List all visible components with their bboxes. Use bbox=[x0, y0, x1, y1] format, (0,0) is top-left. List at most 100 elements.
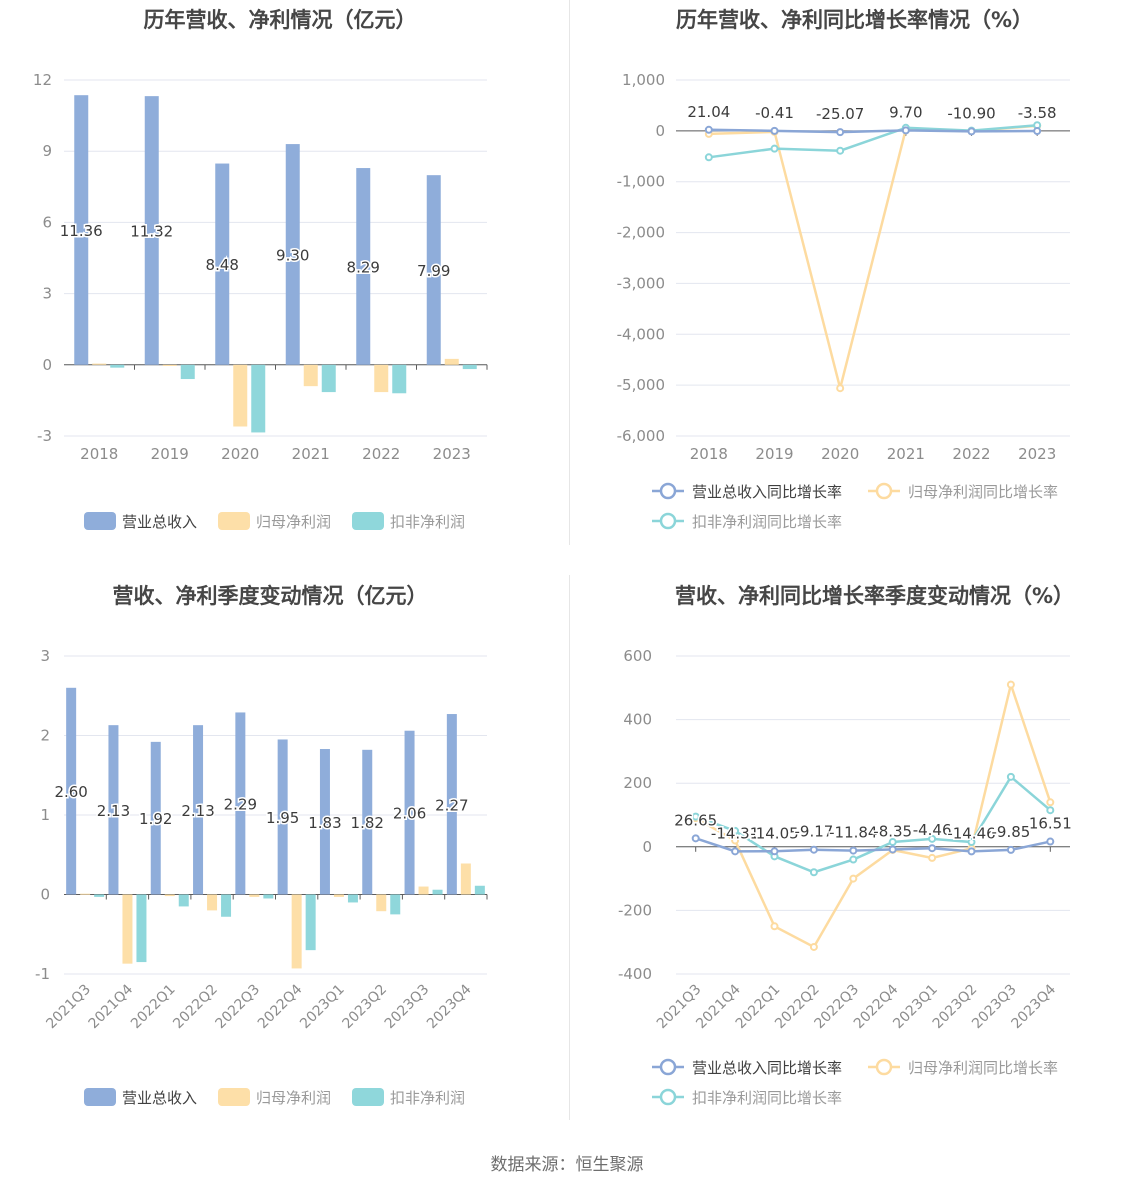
data-label: -14.31 bbox=[711, 824, 759, 842]
x-tick-label: 2021 bbox=[292, 445, 330, 463]
series-line-deducted bbox=[708, 124, 1038, 159]
series-point bbox=[928, 834, 937, 843]
bar-revenue bbox=[285, 144, 300, 365]
series-point bbox=[901, 126, 910, 135]
series-point bbox=[704, 153, 713, 162]
x-tick-label: 2023 bbox=[1018, 445, 1056, 463]
series-point bbox=[691, 812, 700, 821]
legend-marker bbox=[875, 1058, 893, 1076]
bar-netprofit bbox=[233, 364, 248, 427]
legend-swatch bbox=[218, 512, 250, 530]
data-label: 8.29 bbox=[347, 258, 380, 276]
bar-deducted bbox=[180, 364, 195, 380]
bar-netprofit bbox=[460, 863, 471, 895]
data-label: 1.82 bbox=[351, 814, 384, 832]
series-point bbox=[836, 146, 845, 155]
bar-revenue bbox=[150, 741, 161, 895]
series-point bbox=[1006, 680, 1015, 689]
legend-label: 扣非净利润同比增长率 bbox=[692, 513, 842, 531]
series-point bbox=[809, 942, 818, 951]
data-source-note: 数据来源：恒生聚源 bbox=[490, 1155, 644, 1175]
series-point bbox=[1046, 837, 1055, 846]
bar-netprofit bbox=[207, 894, 218, 911]
bar-revenue bbox=[426, 175, 441, 365]
bar-deducted bbox=[221, 894, 232, 917]
series-point bbox=[691, 834, 700, 843]
legend-swatch bbox=[84, 512, 116, 530]
series-point bbox=[888, 838, 897, 847]
y-tick-label: 1 bbox=[40, 806, 50, 824]
bar-revenue bbox=[144, 96, 159, 365]
chart-title: 营收、净利季度变动情况（亿元） bbox=[112, 584, 428, 608]
x-tick-label: 2022Q3 bbox=[213, 982, 264, 1033]
legend-label: 营业总收入 bbox=[122, 513, 197, 531]
bar-revenue bbox=[277, 739, 288, 895]
y-tick-label: 9 bbox=[42, 142, 52, 160]
data-label: -8.35 bbox=[873, 822, 912, 840]
data-label: -25.07 bbox=[816, 105, 864, 123]
series-point bbox=[928, 853, 937, 862]
series-point bbox=[770, 126, 779, 135]
x-tick-label: 2018 bbox=[80, 445, 118, 463]
x-tick-label: 2020 bbox=[221, 445, 259, 463]
legend-marker bbox=[659, 482, 677, 500]
bar-netprofit bbox=[164, 894, 175, 897]
y-tick-label: -1,000 bbox=[617, 173, 665, 191]
legend-marker bbox=[875, 482, 893, 500]
legend-swatch bbox=[84, 1088, 116, 1106]
series-point bbox=[1006, 845, 1015, 854]
series-point bbox=[731, 826, 740, 835]
bar-deducted bbox=[305, 894, 316, 951]
y-tick-label: 0 bbox=[642, 838, 652, 856]
legend-label: 营业总收入同比增长率 bbox=[692, 483, 842, 501]
bar-deducted bbox=[94, 894, 105, 897]
data-label: -14.05 bbox=[750, 824, 798, 842]
bar-revenue bbox=[66, 687, 77, 895]
bar-netprofit bbox=[291, 894, 302, 969]
bar-deducted bbox=[474, 885, 485, 895]
x-tick-label: 2019 bbox=[755, 445, 793, 463]
bar-deducted bbox=[136, 894, 147, 963]
bar-deducted bbox=[178, 894, 189, 907]
y-tick-label: 200 bbox=[623, 774, 652, 792]
panel-divider bbox=[569, 0, 570, 545]
legend-marker bbox=[659, 512, 677, 530]
series-point bbox=[1046, 806, 1055, 815]
series-line-netprofit bbox=[695, 680, 1052, 949]
y-tick-label: 6 bbox=[42, 213, 52, 231]
bar-netprofit bbox=[92, 363, 107, 365]
legend-label: 扣非净利润 bbox=[390, 1089, 465, 1107]
legend-swatch bbox=[352, 1088, 384, 1106]
legend-label: 归母净利润 bbox=[256, 1089, 331, 1107]
legend-label: 扣非净利润同比增长率 bbox=[692, 1089, 842, 1107]
annual-bar-panel: 历年营收、净利情况（亿元） bbox=[0, 0, 560, 560]
x-tick-label: 2022 bbox=[952, 445, 990, 463]
x-tick-label: 2023Q4 bbox=[1009, 981, 1060, 1032]
data-label: 21.04 bbox=[687, 103, 730, 121]
y-tick-label: 0 bbox=[655, 122, 665, 140]
data-label: 2.27 bbox=[435, 796, 468, 814]
y-tick-label: -3,000 bbox=[617, 274, 665, 292]
data-label: 2.13 bbox=[97, 802, 130, 820]
y-tick-label: 3 bbox=[40, 647, 50, 665]
series-line-revenue bbox=[708, 128, 1038, 134]
series-point bbox=[967, 127, 976, 136]
x-tick-label: 2018 bbox=[690, 445, 728, 463]
series-point bbox=[888, 845, 897, 854]
series-point bbox=[731, 847, 740, 856]
data-label: -14.46 bbox=[947, 824, 995, 842]
data-label: 2.60 bbox=[54, 783, 87, 801]
bar-revenue bbox=[193, 725, 204, 895]
annual-growth-panel: 历年营收、净利同比增长率情况（%） bbox=[575, 0, 1134, 560]
bar-revenue bbox=[215, 163, 230, 365]
y-tick-label: -6,000 bbox=[617, 427, 665, 445]
y-tick-label: 400 bbox=[623, 711, 652, 729]
data-label: -9.85 bbox=[991, 823, 1030, 841]
data-label: 1.92 bbox=[139, 810, 172, 828]
data-label: 9.70 bbox=[889, 103, 922, 121]
y-tick-label: -4,000 bbox=[617, 325, 665, 343]
bar-deducted bbox=[392, 364, 407, 394]
series-point bbox=[809, 845, 818, 854]
bar-deducted bbox=[321, 364, 336, 393]
y-tick-label: 2 bbox=[40, 727, 50, 745]
